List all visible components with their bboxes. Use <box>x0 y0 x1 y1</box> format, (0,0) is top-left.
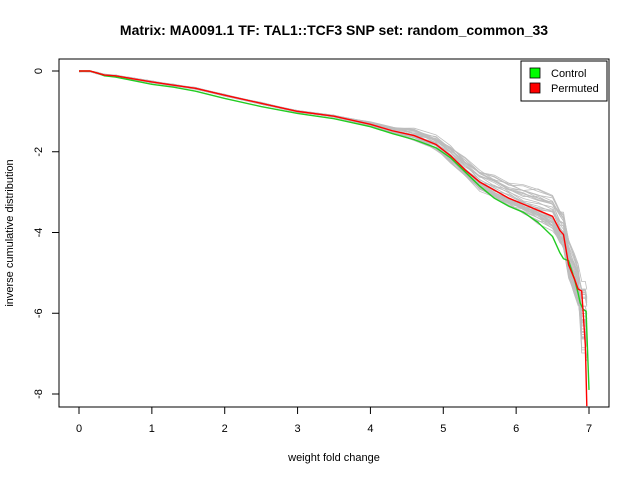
legend-box <box>520 60 608 102</box>
y-tick-label: -4 <box>33 228 45 238</box>
y-tick-label: -2 <box>33 147 45 157</box>
legend-swatch-control <box>529 67 541 79</box>
x-tick-label: 0 <box>76 423 82 435</box>
x-tick-label: 6 <box>513 423 519 435</box>
series-line-control <box>79 70 590 390</box>
x-tick-label: 2 <box>222 423 228 435</box>
x-tick-label: 4 <box>367 423 373 435</box>
x-tick-label: 5 <box>440 423 446 435</box>
series-lines <box>79 70 590 407</box>
x-axis: 0 1 2 3 4 5 6 7 <box>76 406 592 435</box>
legend-label-control: Control <box>551 68 586 80</box>
x-axis-label: weight fold change <box>287 452 380 464</box>
y-tick-label: -6 <box>33 308 45 318</box>
chart-title: Matrix: MA0091.1 TF: TAL1::TCF3 SNP set:… <box>120 22 548 38</box>
legend-swatch-permuted <box>529 82 541 94</box>
background-line <box>78 70 588 338</box>
x-tick-label: 1 <box>149 423 155 435</box>
x-tick-label: 7 <box>586 423 592 435</box>
y-tick-label: -8 <box>33 389 45 399</box>
legend-label-permuted: Permuted <box>551 83 599 95</box>
y-axis-label: inverse cumulative distribution <box>4 159 16 306</box>
x-tick-label: 3 <box>295 423 301 435</box>
y-axis: 0 -2 -4 -6 -8 <box>33 68 60 399</box>
y-tick-label: 0 <box>33 68 45 74</box>
series-line-permuted <box>79 70 588 407</box>
legend: Control Permuted <box>520 60 608 102</box>
